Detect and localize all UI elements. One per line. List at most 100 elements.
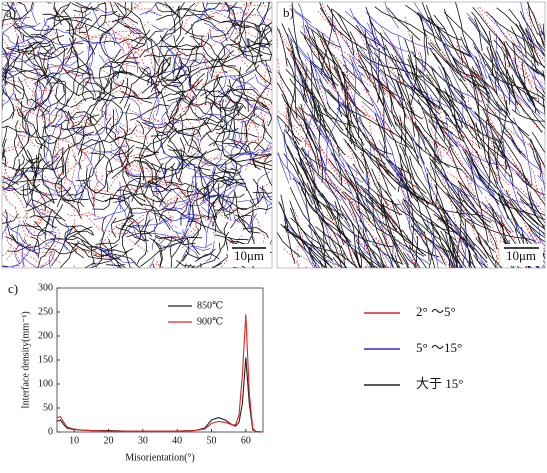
grain-boundary — [399, 153, 427, 194]
grain-boundary — [217, 69, 227, 94]
grain-boundary — [135, 172, 141, 194]
grain-boundary — [31, 170, 70, 193]
grain-boundary — [365, 11, 434, 50]
grain-boundary — [124, 81, 142, 105]
grain-boundary — [541, 187, 545, 201]
grain-boundary — [416, 75, 448, 116]
grain-boundary — [101, 77, 112, 117]
grain-boundary — [348, 176, 396, 239]
grain-boundary — [421, 2, 441, 51]
grain-boundary — [443, 66, 455, 106]
grain-boundary — [53, 16, 92, 28]
grain-boundary — [51, 227, 74, 267]
grain-boundary — [185, 16, 214, 35]
grain-boundary — [257, 192, 269, 215]
grain-boundary — [210, 209, 245, 226]
grain-boundary — [60, 2, 72, 14]
grain-boundary — [156, 130, 184, 182]
grain-boundary — [398, 73, 440, 110]
grain-boundary — [475, 122, 508, 207]
grain-boundary — [19, 146, 38, 176]
grain-boundary — [309, 109, 346, 156]
grain-boundary — [240, 113, 257, 123]
grain-boundary — [2, 50, 28, 58]
grain-boundary — [430, 222, 458, 268]
grain-boundary — [0, 0, 6, 1]
grain-boundary — [358, 116, 390, 173]
grain-boundary — [477, 7, 519, 67]
grain-boundary — [305, 172, 319, 207]
grain-boundary — [75, 142, 101, 182]
grain-boundary — [54, 107, 75, 121]
grain-boundary — [530, 67, 545, 79]
grain-boundary — [14, 67, 46, 90]
grain-boundary — [69, 120, 103, 128]
grain-boundary — [473, 82, 485, 149]
grain-boundary — [202, 122, 239, 132]
grain-boundary — [192, 23, 219, 54]
grain-boundary — [93, 225, 118, 253]
grain-boundary — [306, 85, 340, 157]
grain-boundary — [143, 54, 182, 58]
grain-boundary — [34, 95, 50, 132]
grain-boundary — [394, 120, 420, 159]
grain-boundary — [444, 231, 456, 268]
grain-boundary — [390, 160, 411, 230]
grain-boundary — [365, 257, 369, 268]
grain-boundary — [358, 58, 393, 128]
grain-boundary — [468, 17, 492, 47]
grain-boundary — [150, 39, 159, 67]
grain-boundary — [247, 38, 272, 86]
grain-boundary — [74, 219, 79, 254]
grain-boundary — [79, 12, 92, 35]
grain-boundary — [171, 47, 181, 72]
grain-boundary — [36, 124, 63, 145]
grain-boundary — [141, 67, 153, 87]
grain-boundary — [277, 115, 302, 142]
grain-boundary — [459, 78, 516, 125]
grain-boundary — [406, 253, 418, 268]
grain-boundary — [238, 113, 249, 145]
grain-boundary — [185, 248, 216, 259]
grain-boundary — [405, 4, 446, 30]
grain-boundary — [342, 85, 362, 120]
grain-boundary — [2, 186, 28, 227]
grain-boundary — [203, 71, 209, 106]
grain-boundary — [427, 36, 448, 59]
grain-boundary — [124, 149, 134, 178]
grain-boundary — [136, 48, 164, 67]
grain-boundary — [146, 263, 164, 268]
grain-boundary — [204, 59, 213, 78]
grain-boundary — [202, 46, 233, 85]
grain-boundary — [380, 32, 407, 119]
grain-boundary — [355, 250, 362, 268]
grain-boundary — [78, 10, 118, 33]
grain-boundary — [133, 164, 154, 170]
grain-boundary — [188, 72, 205, 92]
grain-boundary — [493, 141, 514, 187]
grain-boundary — [291, 8, 335, 44]
scale-box — [500, 244, 543, 266]
grain-boundary — [329, 235, 342, 268]
grain-boundary — [102, 125, 138, 144]
grain-boundary — [376, 161, 392, 197]
grain-boundary — [167, 115, 192, 132]
grain-boundary — [72, 225, 95, 266]
grain-boundary — [345, 40, 365, 69]
grain-boundary — [299, 123, 320, 174]
grain-boundary — [98, 60, 139, 78]
grain-boundary — [176, 260, 223, 268]
grain-boundary — [30, 34, 56, 50]
grain-boundary — [455, 138, 510, 186]
grain-boundary — [2, 78, 28, 105]
grain-boundary — [159, 220, 202, 250]
grain-boundary — [369, 173, 395, 213]
grain-boundary — [373, 38, 402, 83]
grain-boundary — [360, 151, 389, 207]
grain-boundary — [2, 32, 12, 74]
grain-boundary — [539, 243, 545, 260]
grain-boundary — [416, 259, 419, 268]
grain-boundary — [334, 231, 357, 268]
grain-boundary — [493, 39, 532, 102]
grain-boundary — [139, 10, 162, 17]
